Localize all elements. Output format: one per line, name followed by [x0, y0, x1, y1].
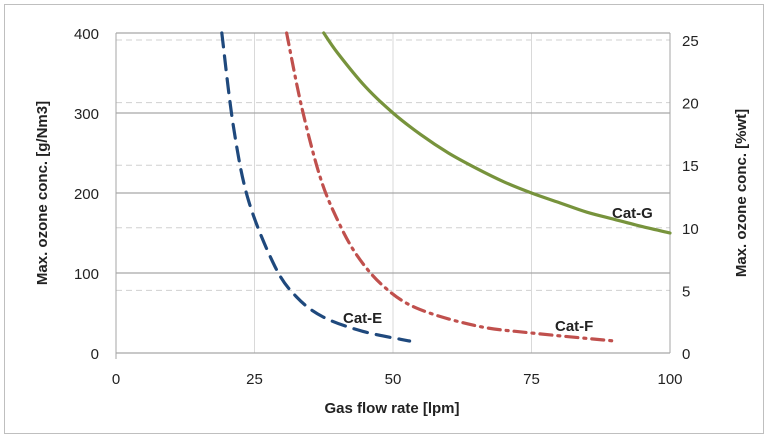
series-line-cat-g [322, 31, 672, 235]
series-line-cat-e [220, 31, 412, 343]
chart-frame [4, 4, 764, 434]
y2-axis-label: Max. ozone conc. [%wt] [733, 109, 750, 277]
x-tick-label: 0 [112, 371, 120, 388]
y-tick-label: 200 [74, 186, 99, 203]
x-axis-label: Gas flow rate [lpm] [324, 400, 459, 417]
x-tick-label: 50 [385, 371, 402, 388]
y-tick-label: 400 [74, 26, 99, 43]
series-label-cat-f: Cat-F [555, 318, 593, 335]
series-line-cat-f [285, 31, 617, 343]
y-tick-label: 100 [74, 266, 99, 283]
y-tick-label: 0 [91, 346, 99, 363]
y-tick-label: 300 [74, 106, 99, 123]
y2-tick-label: 10 [682, 221, 699, 238]
y2-tick-label: 5 [682, 283, 690, 300]
x-tick-label: 75 [523, 371, 540, 388]
y2-tick-label: 25 [682, 33, 699, 50]
x-tick-label: 25 [246, 371, 263, 388]
y2-tick-label: 20 [682, 96, 699, 113]
y2-tick-label: 15 [682, 158, 699, 175]
series-label-cat-e: Cat-E [343, 310, 382, 327]
y-axis-label: Max. ozone conc. [g/Nm3] [34, 101, 51, 285]
series-label-cat-g: Cat-G [612, 205, 653, 222]
y2-tick-label: 0 [682, 346, 690, 363]
x-tick-label: 100 [657, 371, 682, 388]
